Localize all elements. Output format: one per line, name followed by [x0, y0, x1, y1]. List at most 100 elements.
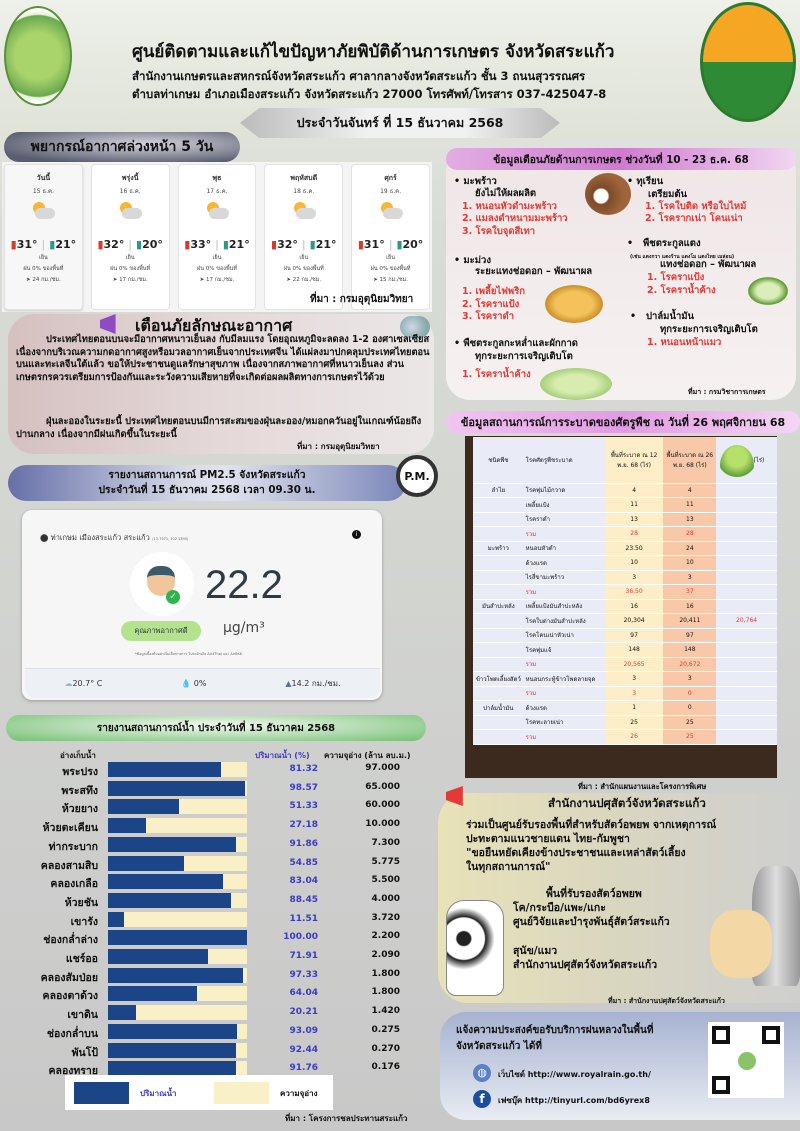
pest-name: หนอนกระทู้ข้าวโพดลายจุด — [523, 671, 605, 687]
cabbage-crop: • พืชตระกูลกะหล่ำและผักกาด — [454, 338, 578, 349]
evac-area2-animals: สุนัข/แมว — [513, 945, 558, 957]
pest-table-row: รวม 26 25 — [473, 729, 777, 745]
forecast-cards: วันนี้ 15 ธ.ค. ▮31° | ▮21° เย็น ฝน 0% ขอ… — [2, 162, 432, 312]
crop-name — [473, 497, 524, 513]
weather-warning-text: ประเทศไทยตอนบนจะมีอากาศหนาวเย็นลง กับมีล… — [16, 334, 430, 383]
reservoir-row: ท่ากระบาก 91.86 7.300 — [0, 836, 440, 854]
pest-table-row: รวม 20,565 20,672 — [473, 657, 777, 672]
water-level-bar — [108, 1042, 237, 1058]
royal-rain-line1: แจ้งความประสงค์ขอรับบริการฝนหลวงในพื้นที… — [456, 1025, 654, 1036]
forecast-high: 33° — [190, 238, 212, 251]
forecast-card: ศุกร์ 19 ธ.ค. ▮31° | ▮20° เย็น ฝน 0% ของ… — [351, 164, 430, 310]
area-12nov: 11 — [604, 497, 664, 513]
pest-name: หนอนหัวดำ — [523, 541, 605, 556]
forecast-temps: ▮31° | ▮20° — [357, 238, 424, 251]
wind-direction-icon: ➤ — [286, 277, 291, 283]
crop-name — [473, 613, 524, 629]
area-12nov: 3 — [604, 686, 664, 701]
forecast-high: 31° — [363, 238, 385, 251]
area-12nov: 25 — [604, 715, 664, 730]
forecast-date: 18 ธ.ค. — [293, 188, 315, 195]
forecast-temps: ▮33° | ▮21° — [184, 238, 250, 251]
crop-name: ปาล์มน้ำมัน — [473, 700, 524, 716]
cabbage-stage: ทุกระยะการเจริญเติบโต — [475, 351, 573, 362]
legend-label-capacity: ความจุอ่าง — [280, 1089, 318, 1098]
partly-cloudy-icon — [204, 202, 230, 220]
forecast-desc: เย็น — [38, 255, 48, 261]
coconut-pest-3: 3. โรคใบจุดสีเทา — [462, 226, 536, 237]
area-26nov: 3 — [663, 671, 717, 687]
pm25-banner-line2: ประจำวันที่ 15 ธันวาคม 2568 เวลา 09.30 น… — [98, 484, 316, 496]
crop-name: มะพร้าว — [473, 541, 524, 556]
total-area-cell — [716, 483, 777, 498]
reservoir-row: พันโป้ 92.44 0.270 — [0, 1042, 440, 1060]
reservoir-row: ห้วยตะเคียน 27.18 10.000 — [0, 817, 440, 835]
durian-pest-1: 1. โรคใบติด หรือใบไหม้ — [645, 201, 747, 212]
crop-name — [473, 729, 524, 745]
reservoir-name: คลองเกลือ — [50, 878, 98, 891]
mango-pest-2: 2. โรคราแป้ง — [462, 299, 520, 310]
area-26nov: 10 — [663, 555, 717, 571]
crop-name: มันสำปะหลัง — [473, 599, 524, 614]
pest-table-row: มันสำปะหลัง เพลี้ยแป้งมันสำปะหลัง 16 16 — [473, 599, 777, 614]
capacity-bar — [108, 799, 247, 815]
dog-image — [710, 910, 772, 978]
pm25-wind: ▲14.2 กม./ชม. — [285, 679, 341, 688]
water-level-bar — [108, 892, 231, 908]
livestock-line4: ในทุกสถานการณ์" — [466, 861, 551, 873]
reservoir-capacity: 0.270 — [371, 1043, 400, 1054]
water-level-bar — [108, 1023, 238, 1039]
info-icon[interactable]: i — [352, 530, 361, 539]
cucumber-image — [745, 275, 791, 307]
forecast-low: 21° — [55, 238, 77, 251]
capacity-bar — [108, 911, 247, 927]
cabbage-pest-1: 1. โรคราน้ำค้าง — [462, 369, 531, 380]
water-level-bar — [108, 949, 208, 964]
capacity-bar — [108, 818, 247, 834]
pest-name: รวม — [523, 584, 605, 600]
water-level-bar — [108, 818, 146, 834]
total-area-cell — [716, 512, 777, 527]
reservoir-row: พระปรง 81.32 97.000 — [0, 761, 440, 779]
qr-code[interactable] — [708, 1022, 784, 1098]
facebook-link[interactable]: เฟซบุ๊ค http://tinyurl.com/bd6yrex8 — [498, 1096, 650, 1105]
wind-direction-icon: ➤ — [112, 277, 118, 283]
water-pct: 71.91 — [289, 951, 318, 961]
area-26nov: 13 — [663, 512, 717, 527]
area-26nov: 0 — [663, 686, 717, 701]
forecast-high: 32° — [277, 238, 298, 251]
dust-warning-text: ฝุ่นละอองในระยะนี้ ประเทศไทยตอนบนมีการสะ… — [16, 416, 422, 440]
capacity-bar — [108, 874, 247, 890]
area-12nov: 1 — [604, 700, 664, 716]
crop-name: ข้าวโพดเลี้ยงสัตว์ — [473, 671, 524, 687]
reservoir-name: ห้วยยาง — [61, 803, 98, 816]
forecast-day: พุธ — [212, 174, 222, 182]
provincial-logo — [700, 2, 796, 122]
crop-name — [473, 642, 524, 658]
crop-name — [473, 628, 524, 643]
water-level-bar — [108, 855, 185, 871]
weather-warning-source: ที่มา : กรมอุตุนิยมวิทยา — [297, 442, 380, 451]
forecast-low: 20° — [402, 238, 424, 251]
total-area-cell — [716, 526, 777, 542]
crop-name — [473, 512, 524, 527]
total-area-cell — [716, 671, 777, 687]
thermometer-hot-icon: ▮ — [271, 238, 278, 251]
evac-area2-place: สำนักงานปศุสัตว์จังหวัดสระแก้ว — [513, 959, 658, 971]
weather-warning-panel — [8, 314, 434, 454]
area-26nov: 16 — [663, 599, 717, 614]
cucurbit-pest-1: 1. โรคราแป้ง — [647, 272, 705, 283]
website-link[interactable]: เว็บไซต์ http://www.royalrain.go.th/ — [498, 1070, 651, 1079]
water-pct: 11.51 — [289, 913, 318, 924]
total-area-cell — [716, 729, 777, 745]
reservoir-capacity: 65.000 — [365, 781, 400, 792]
pest-table-row: ข้าวโพดเลี้ยงสัตว์ หนอนกระทู้ข้าวโพดลายจ… — [473, 671, 777, 687]
pm25-footer: ☁20.7° C 💧 0% ▲14.2 กม./ชม. — [25, 668, 380, 698]
forecast-day: วันนี้ — [36, 174, 51, 182]
wind-direction-icon: ➤ — [26, 277, 31, 283]
reservoir-name: คลองทราย — [48, 1065, 98, 1078]
reservoir-name: ช่องกล่ำบน — [46, 1027, 98, 1040]
total-area-cell — [716, 657, 777, 672]
capacity-bar — [108, 780, 247, 796]
header-area-26nov: พื้นที่ระบาด ณ 26 พ.ย. 68 (ไร่) — [663, 437, 717, 484]
